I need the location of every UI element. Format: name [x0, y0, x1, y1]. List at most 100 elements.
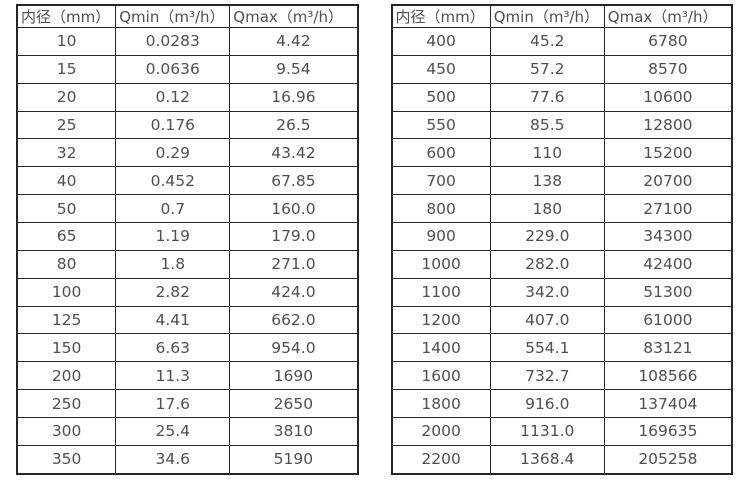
cell: 0.12: [115, 82, 231, 112]
cell: 61000: [603, 305, 733, 335]
table-row: 250 17.6 2650: [16, 389, 358, 419]
cell: 10: [16, 27, 117, 56]
table-row: 2000 1131.0 169635: [391, 417, 733, 446]
table-row: 1000 282.0 42400: [391, 249, 733, 279]
cell: 200: [16, 361, 117, 391]
cell: 17.6: [115, 389, 231, 419]
cell: 0.452: [115, 166, 231, 196]
cell: 9.54: [229, 54, 358, 84]
header-row: 内径（mm） Qmin（m³/h） Qmax（m³/h）: [16, 4, 358, 28]
cell: 25.4: [115, 417, 231, 446]
cell: 108566: [603, 361, 733, 391]
cell: 42400: [603, 249, 733, 279]
table-row: 550 85.5 12800: [391, 110, 733, 140]
table-row: 10 0.0283 4.42: [16, 27, 358, 56]
table-row: 800 180 27100: [391, 194, 733, 224]
table-row: 350 34.6 5190: [16, 444, 358, 475]
cell: 34300: [603, 222, 733, 251]
cell: 900: [391, 222, 491, 251]
cell: 77.6: [489, 82, 605, 112]
cell: 600: [391, 138, 491, 168]
cell: 40: [16, 166, 117, 196]
cell: 1368.4: [489, 444, 605, 475]
table-row: 15 0.0636 9.54: [16, 54, 358, 84]
table-row: 125 4.41 662.0: [16, 305, 358, 335]
cell: 26.5: [229, 110, 358, 140]
cell: 450: [391, 54, 491, 84]
table-row: 2200 1368.4 205258: [391, 444, 733, 475]
column-header: 内径（mm）: [16, 4, 117, 28]
cell: 45.2: [489, 27, 605, 56]
cell: 180: [489, 194, 605, 224]
cell: 550: [391, 110, 491, 140]
cell: 16.96: [229, 82, 358, 112]
cell: 179.0: [229, 222, 358, 251]
cell: 12800: [603, 110, 733, 140]
cell: 83121: [603, 333, 733, 363]
cell: 6.63: [115, 333, 231, 363]
cell: 1.8: [115, 249, 231, 279]
cell: 271.0: [229, 249, 358, 279]
cell: 67.85: [229, 166, 358, 196]
cell: 350: [16, 444, 117, 475]
cell: 100: [16, 277, 117, 307]
cell: 65: [16, 222, 117, 251]
cell: 800: [391, 194, 491, 224]
cell: 662.0: [229, 305, 358, 335]
cell: 169635: [603, 417, 733, 446]
cell: 125: [16, 305, 117, 335]
table-row: 500 77.6 10600: [391, 82, 733, 112]
table-row: 50 0.7 160.0: [16, 194, 358, 224]
cell: 138: [489, 166, 605, 196]
cell: 110: [489, 138, 605, 168]
cell: 500: [391, 82, 491, 112]
cell: 10600: [603, 82, 733, 112]
flow-table-small-diameters: 内径（mm） Qmin（m³/h） Qmax（m³/h） 10 0.0283 4.42 15…: [16, 4, 359, 475]
cell: 300: [16, 417, 117, 446]
cell: 32: [16, 138, 117, 168]
cell: 8570: [603, 54, 733, 84]
cell: 15200: [603, 138, 733, 168]
cell: 700: [391, 166, 491, 196]
cell: 80: [16, 249, 117, 279]
table-row: 300 25.4 3810: [16, 417, 358, 446]
cell: 400: [391, 27, 491, 56]
cell: 1000: [391, 249, 491, 279]
cell: 1200: [391, 305, 491, 335]
cell: 4.42: [229, 27, 358, 56]
cell: 282.0: [489, 249, 605, 279]
cell: 1.19: [115, 222, 231, 251]
cell: 5190: [229, 444, 358, 475]
cell: 1690: [229, 361, 358, 391]
cell: 25: [16, 110, 117, 140]
table-row: 400 45.2 6780: [391, 27, 733, 56]
column-header: Qmax（m³/h）: [229, 4, 358, 28]
cell: 3810: [229, 417, 358, 446]
cell: 250: [16, 389, 117, 419]
cell: 407.0: [489, 305, 605, 335]
cell: 1131.0: [489, 417, 605, 446]
cell: 554.1: [489, 333, 605, 363]
cell: 0.176: [115, 110, 231, 140]
cell: 342.0: [489, 277, 605, 307]
table-row: 65 1.19 179.0: [16, 222, 358, 251]
column-header: 内径（mm）: [391, 4, 491, 28]
cell: 1400: [391, 333, 491, 363]
cell: 43.42: [229, 138, 358, 168]
cell: 205258: [603, 444, 733, 475]
cell: 1600: [391, 361, 491, 391]
table-row: 1100 342.0 51300: [391, 277, 733, 307]
cell: 2000: [391, 417, 491, 446]
cell: 6780: [603, 27, 733, 56]
table-row: 450 57.2 8570: [391, 54, 733, 84]
cell: 160.0: [229, 194, 358, 224]
table-row: 100 2.82 424.0: [16, 277, 358, 307]
cell: 15: [16, 54, 117, 84]
cell: 85.5: [489, 110, 605, 140]
table-row: 150 6.63 954.0: [16, 333, 358, 363]
cell: 34.6: [115, 444, 231, 475]
header-row: 内径（mm） Qmin（m³/h） Qmax（m³/h）: [391, 4, 733, 28]
table-row: 900 229.0 34300: [391, 222, 733, 251]
cell: 51300: [603, 277, 733, 307]
table-row: 1800 916.0 137404: [391, 389, 733, 419]
